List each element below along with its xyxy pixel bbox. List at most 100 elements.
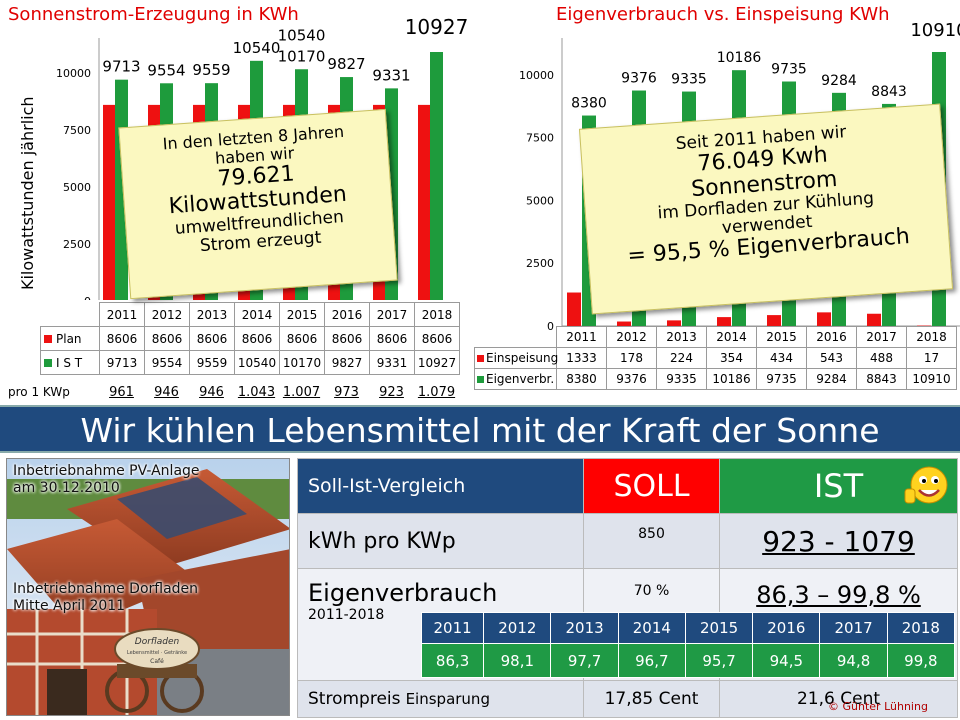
pct-year: 2013 bbox=[550, 612, 619, 644]
data-label: 10186 bbox=[717, 50, 762, 66]
chart2-year: 2016 bbox=[806, 326, 857, 348]
kwp-value: 1.007 bbox=[282, 385, 321, 400]
plan-cell: 8606 bbox=[279, 326, 325, 351]
sign-cafe: Café bbox=[150, 658, 164, 665]
pct-value: 95,7 bbox=[684, 643, 754, 678]
chart2-year: 2017 bbox=[856, 326, 907, 348]
ist-cell: 9331 bbox=[369, 350, 415, 375]
eigen-cell: 8843 bbox=[856, 368, 907, 390]
data-label: 9331 bbox=[372, 66, 410, 84]
eigen-cell: 10186 bbox=[706, 368, 757, 390]
kwp-value: 946 bbox=[199, 385, 224, 400]
cmp-price-soll: 17,85 Cent bbox=[583, 680, 720, 718]
cmp-kwh-soll: 850 bbox=[583, 513, 720, 569]
plan-cell: 8606 bbox=[144, 326, 190, 351]
cmp-eigen-sub: 2011-2018 bbox=[308, 607, 385, 623]
red-bar bbox=[418, 104, 431, 300]
chart2-year: 2011 bbox=[556, 326, 607, 348]
data-label: 10910 bbox=[910, 20, 960, 41]
data-label: 10540 bbox=[278, 26, 326, 44]
chart1-year: 2016 bbox=[324, 302, 370, 327]
chart1-year: 2011 bbox=[99, 302, 145, 327]
red-bar bbox=[817, 312, 831, 326]
kwp-value: 1.079 bbox=[417, 385, 456, 400]
kwp-row: 961 946 946 1.043 1.007 973 923 1.079 bbox=[99, 385, 459, 400]
red-bar bbox=[103, 104, 116, 300]
y-tick-label: 0 bbox=[84, 295, 91, 300]
cmp-eigen-label: Eigenverbrauch bbox=[308, 579, 498, 607]
eigen-cell: 9376 bbox=[606, 368, 657, 390]
red-bar bbox=[667, 320, 681, 326]
red-bar bbox=[717, 317, 731, 326]
red-bar bbox=[567, 292, 581, 326]
shop-photo: Dorfladen Lebensmittel · Getränke Café I… bbox=[6, 458, 290, 716]
data-label: 9284 bbox=[821, 73, 857, 89]
pct-value: 99,8 bbox=[886, 643, 956, 678]
chart1-year: 2012 bbox=[144, 302, 190, 327]
chart2-year: 2015 bbox=[756, 326, 807, 348]
pct-value: 97,7 bbox=[550, 643, 619, 678]
chart2-data-table: 2011 2012 2013 2014 2015 2016 2017 2018 Einspei… bbox=[474, 326, 957, 390]
einsp-cell: 224 bbox=[656, 347, 707, 369]
pct-year: 2014 bbox=[617, 612, 686, 644]
chart1-year: 2015 bbox=[279, 302, 325, 327]
ist-cell: 10170 bbox=[279, 350, 325, 375]
kwp-value: 973 bbox=[334, 385, 359, 400]
ist-cell: 10540 bbox=[234, 350, 280, 375]
thumbs-up-smiley-icon bbox=[904, 466, 948, 504]
plan-cell: 8606 bbox=[234, 326, 280, 351]
einsp-cell: 1333 bbox=[556, 347, 607, 369]
data-label: 10927 bbox=[405, 15, 469, 39]
red-bar bbox=[867, 313, 881, 326]
data-label: 8380 bbox=[571, 96, 607, 112]
banner: Wir kühlen Lebensmittel mit der Kraft de… bbox=[0, 405, 960, 453]
red-bar bbox=[617, 321, 631, 326]
data-label: 9735 bbox=[771, 62, 807, 78]
chart2-year: 2013 bbox=[656, 326, 707, 348]
ist-cell: 10927 bbox=[414, 350, 460, 375]
pct-year: 2016 bbox=[752, 612, 821, 644]
einsp-cell: 354 bbox=[706, 347, 757, 369]
chart1-title: Sonnenstrom-Erzeugung in KWh bbox=[8, 4, 299, 25]
y-tick-label: 10000 bbox=[519, 69, 554, 82]
eigen-cell: 9335 bbox=[656, 368, 707, 390]
y-tick-label: 5000 bbox=[526, 194, 554, 207]
kwp-value: 1.043 bbox=[237, 385, 276, 400]
data-label: 10540 bbox=[233, 39, 281, 57]
red-bar bbox=[767, 315, 781, 326]
data-label: 9713 bbox=[102, 58, 140, 76]
sign-sub: Lebensmittel · Getränke bbox=[127, 650, 187, 656]
plan-cell: 8606 bbox=[369, 326, 415, 351]
y-tick-label: 5000 bbox=[63, 181, 91, 194]
einsp-cell: 17 bbox=[906, 347, 957, 369]
eigen-cell: 10910 bbox=[906, 368, 957, 390]
cmp-kwh-ist: 923 - 1079 bbox=[719, 513, 958, 569]
legend-ist: I S T bbox=[40, 350, 100, 375]
data-label: 9827 bbox=[327, 55, 365, 73]
legend-einspeisung: Einspeisung bbox=[474, 347, 558, 369]
comparison-table: Soll-Ist-Vergleich SOLL IST kWh pro KWp … bbox=[297, 458, 958, 718]
kwp-value: 923 bbox=[379, 385, 404, 400]
y-tick-label: 7500 bbox=[526, 132, 554, 145]
pct-year: 2011 bbox=[420, 612, 485, 644]
shop-illustration: Dorfladen Lebensmittel · Getränke Café bbox=[7, 459, 289, 715]
y-tick-label: 2500 bbox=[526, 257, 554, 270]
photo-label-shop: Inbetriebnahme Dorfladen Mitte April 2011 bbox=[13, 581, 199, 614]
pct-value: 94,5 bbox=[752, 643, 821, 678]
chart1-data-table: 2011 2012 2013 2014 2015 2016 2017 2018 Plan 860… bbox=[40, 302, 460, 375]
data-label: 9335 bbox=[671, 72, 707, 88]
eigen-percent-table: 2011 2012 2013 2014 2015 2016 2017 2018 86,3 98,… bbox=[420, 612, 956, 678]
photo-label-pv: Inbetriebnahme PV-Anlage am 30.12.2010 bbox=[13, 463, 200, 496]
chart1-year: 2017 bbox=[369, 302, 415, 327]
copyright: © Günter Lühning bbox=[828, 700, 928, 713]
data-label: 9554 bbox=[147, 61, 185, 79]
ist-cell: 9559 bbox=[189, 350, 235, 375]
green-bar bbox=[430, 52, 443, 300]
cmp-header-soll: SOLL bbox=[583, 458, 720, 514]
pct-year: 2012 bbox=[483, 612, 552, 644]
data-label: 10170 bbox=[278, 47, 326, 65]
ist-cell: 9713 bbox=[99, 350, 145, 375]
chart1-note: In den letzten 8 Jahren haben wir 79.621… bbox=[118, 108, 398, 300]
pct-year: 2015 bbox=[684, 612, 754, 644]
cmp-kwh-label: kWh pro KWp bbox=[297, 513, 584, 569]
